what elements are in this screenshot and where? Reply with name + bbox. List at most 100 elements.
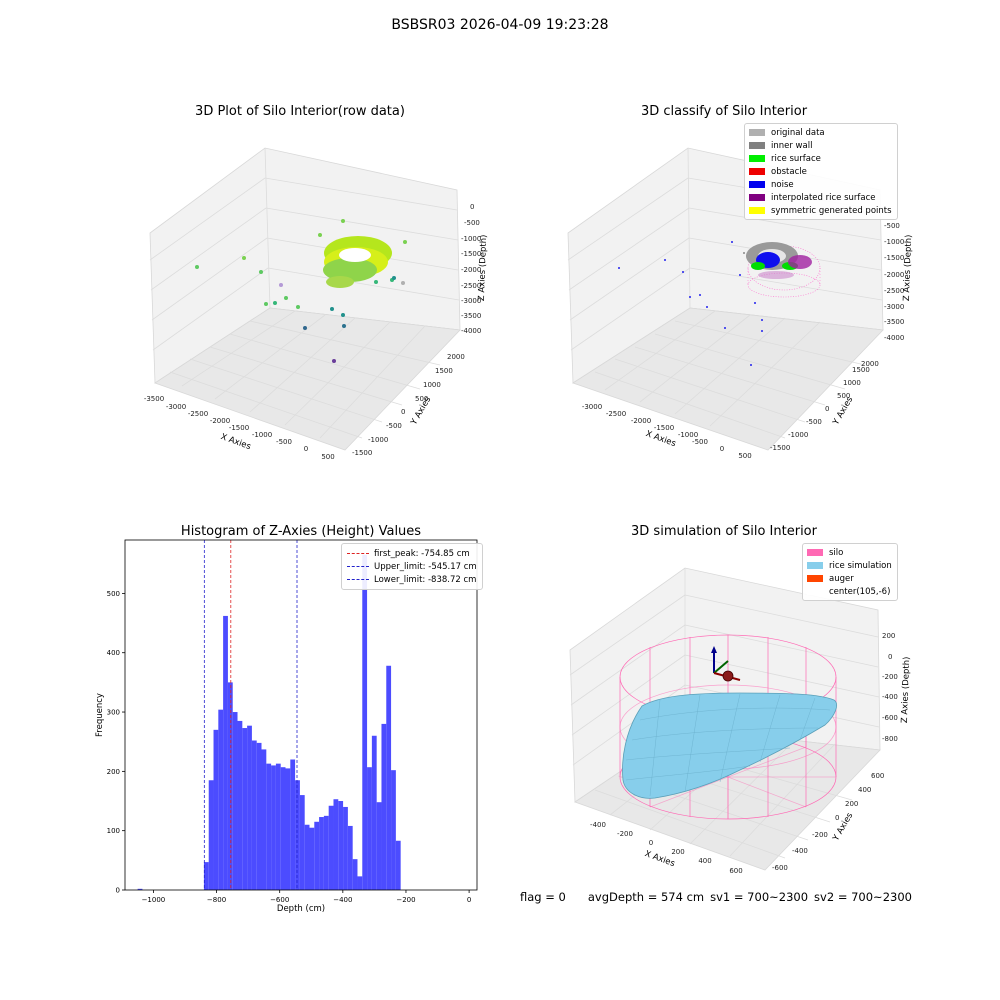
histogram-x-ticks: −1000 −800 −600 −400 −200 0 [142, 890, 471, 904]
x-tick-label: −600 [270, 896, 289, 904]
svg-text:500: 500 [321, 453, 334, 461]
histogram-bar [395, 840, 401, 890]
svg-text:-1000: -1000 [678, 431, 698, 439]
svg-text:-2000: -2000 [210, 417, 230, 425]
svg-text:-2500: -2500 [461, 282, 481, 290]
y-tick-label: 400 [107, 649, 120, 657]
svg-text:-1000: -1000 [368, 436, 388, 444]
svg-text:-4000: -4000 [884, 334, 904, 342]
svg-text:-2000: -2000 [461, 266, 481, 274]
histogram-y-axis-label: Frequency [95, 693, 105, 737]
rice-simulation-surface [622, 692, 837, 799]
classify-3d-plot: -3000 -2500 -2000 -1500 -1000 -500 0 500… [567, 147, 914, 460]
histogram-title: Histogram of Z-Axies (Height) Values [180, 524, 422, 539]
classify-point-cloud [618, 241, 821, 366]
raw-point-cloud [195, 219, 407, 363]
legend-entry-inner-wall: inner wall [749, 139, 892, 152]
svg-text:0: 0 [720, 445, 724, 453]
legend-swatch [807, 562, 823, 569]
svg-text:1500: 1500 [435, 367, 453, 375]
raw-y-tick-labels: -1500 -1000 -500 0 500 1000 1500 2000 [352, 353, 465, 457]
x-tick-label: −400 [333, 896, 352, 904]
histogram-bar [371, 735, 377, 890]
sv1-status: sv1 = 700~2300 [710, 890, 809, 904]
legend-swatch [749, 194, 765, 201]
figure-title: BSBSR03 2026-04-09 19:23:28 [391, 17, 609, 33]
x-tick-label: −200 [396, 896, 415, 904]
histogram-bar [323, 815, 329, 890]
svg-text:2000: 2000 [861, 360, 879, 368]
y-tick-label: 300 [107, 709, 120, 717]
sim-legend: silo rice simulation auger center(105,-6… [802, 543, 898, 601]
svg-text:-1000: -1000 [884, 238, 904, 246]
sim-x-tick-labels: -400 -200 0 200 400 600 [590, 821, 743, 875]
x-tick-label: −800 [207, 896, 226, 904]
legend-swatch [807, 588, 823, 595]
legend-entry-rice-simulation: rice simulation [807, 559, 892, 572]
histogram-bar [304, 824, 310, 890]
svg-text:500: 500 [415, 395, 428, 403]
legend-swatch [749, 142, 765, 149]
histogram-y-ticks: 0 100 200 300 400 500 [107, 590, 125, 895]
histogram-bar [285, 768, 291, 890]
classify-x-tick-labels: -3000 -2500 -2000 -1500 -1000 -500 0 500 [582, 403, 752, 460]
sim-z-tick-labels: 200 0 -200 -400 -600 -800 [882, 632, 898, 743]
svg-text:-1500: -1500 [352, 449, 372, 457]
histogram-bar [343, 806, 348, 890]
svg-text:-1500: -1500 [654, 424, 674, 432]
svg-text:-1500: -1500 [770, 444, 790, 452]
histogram-bar [227, 682, 233, 890]
legend-entry-noise: noise [749, 178, 892, 191]
legend-entry-obstacle: obstacle [749, 165, 892, 178]
svg-text:-1500: -1500 [229, 424, 249, 432]
histogram-bar [381, 723, 387, 890]
raw-z-tick-labels: 0 -500 -1000 -1500 -2000 -2500 -3000 -35… [461, 203, 481, 335]
legend-swatch [749, 168, 765, 175]
svg-text:-200: -200 [812, 831, 828, 839]
legend-entry-interpolated-rice-surface: interpolated rice surface [749, 191, 892, 204]
svg-text:-400: -400 [590, 821, 606, 829]
y-tick-label: 100 [107, 827, 120, 835]
histogram-bar [203, 862, 209, 890]
svg-text:-1000: -1000 [461, 235, 481, 243]
svg-text:-3500: -3500 [461, 312, 481, 320]
legend-entry-auger: auger [807, 572, 892, 585]
legend-swatch [807, 549, 823, 556]
legend-entry-original-data: original data [749, 126, 892, 139]
svg-text:-2500: -2500 [884, 287, 904, 295]
histogram-bar [347, 825, 353, 890]
svg-text:-2500: -2500 [188, 410, 208, 418]
svg-text:1000: 1000 [843, 379, 861, 387]
legend-entry-rice-surface: rice surface [749, 152, 892, 165]
svg-text:-3000: -3000 [461, 297, 481, 305]
svg-text:-2500: -2500 [606, 410, 626, 418]
x-tick-label: −1000 [142, 896, 166, 904]
svg-text:-200: -200 [617, 830, 633, 838]
histogram-x-axis-label: Depth (cm) [277, 904, 325, 914]
legend-entry-upper-limit: Upper_limit: -545.17 cm [347, 560, 477, 573]
status-footer: flag = 0 avgDepth = 574 cm sv1 = 700~2300 s… [520, 890, 924, 904]
histogram-bar [280, 767, 286, 890]
sim-3d-plot: -400 -200 0 200 400 600 X Axies -600 -40… [569, 567, 912, 875]
histogram-bar [256, 742, 262, 890]
legend-line [347, 566, 369, 567]
svg-text:-200: -200 [882, 673, 898, 681]
histogram-bar [338, 801, 344, 890]
svg-text:-1500: -1500 [461, 250, 481, 258]
svg-text:-500: -500 [276, 438, 292, 446]
avg-depth-status: avgDepth = 574 cm [587, 890, 705, 904]
svg-text:-500: -500 [806, 418, 822, 426]
svg-text:-500: -500 [386, 422, 402, 430]
svg-text:-4000: -4000 [461, 327, 481, 335]
classify-z-axis-label: Z Axies (Depth) [902, 234, 914, 301]
classify-y-axis-label: Y Axies [831, 395, 856, 428]
histogram-bar [319, 817, 324, 890]
svg-text:0: 0 [835, 814, 839, 822]
legend-line [347, 579, 369, 580]
svg-text:-3000: -3000 [166, 403, 186, 411]
svg-text:-500: -500 [464, 219, 480, 227]
svg-text:0: 0 [401, 408, 405, 416]
histogram-bar [218, 709, 224, 890]
histogram-bar [275, 763, 281, 890]
histogram-bar [376, 802, 382, 890]
